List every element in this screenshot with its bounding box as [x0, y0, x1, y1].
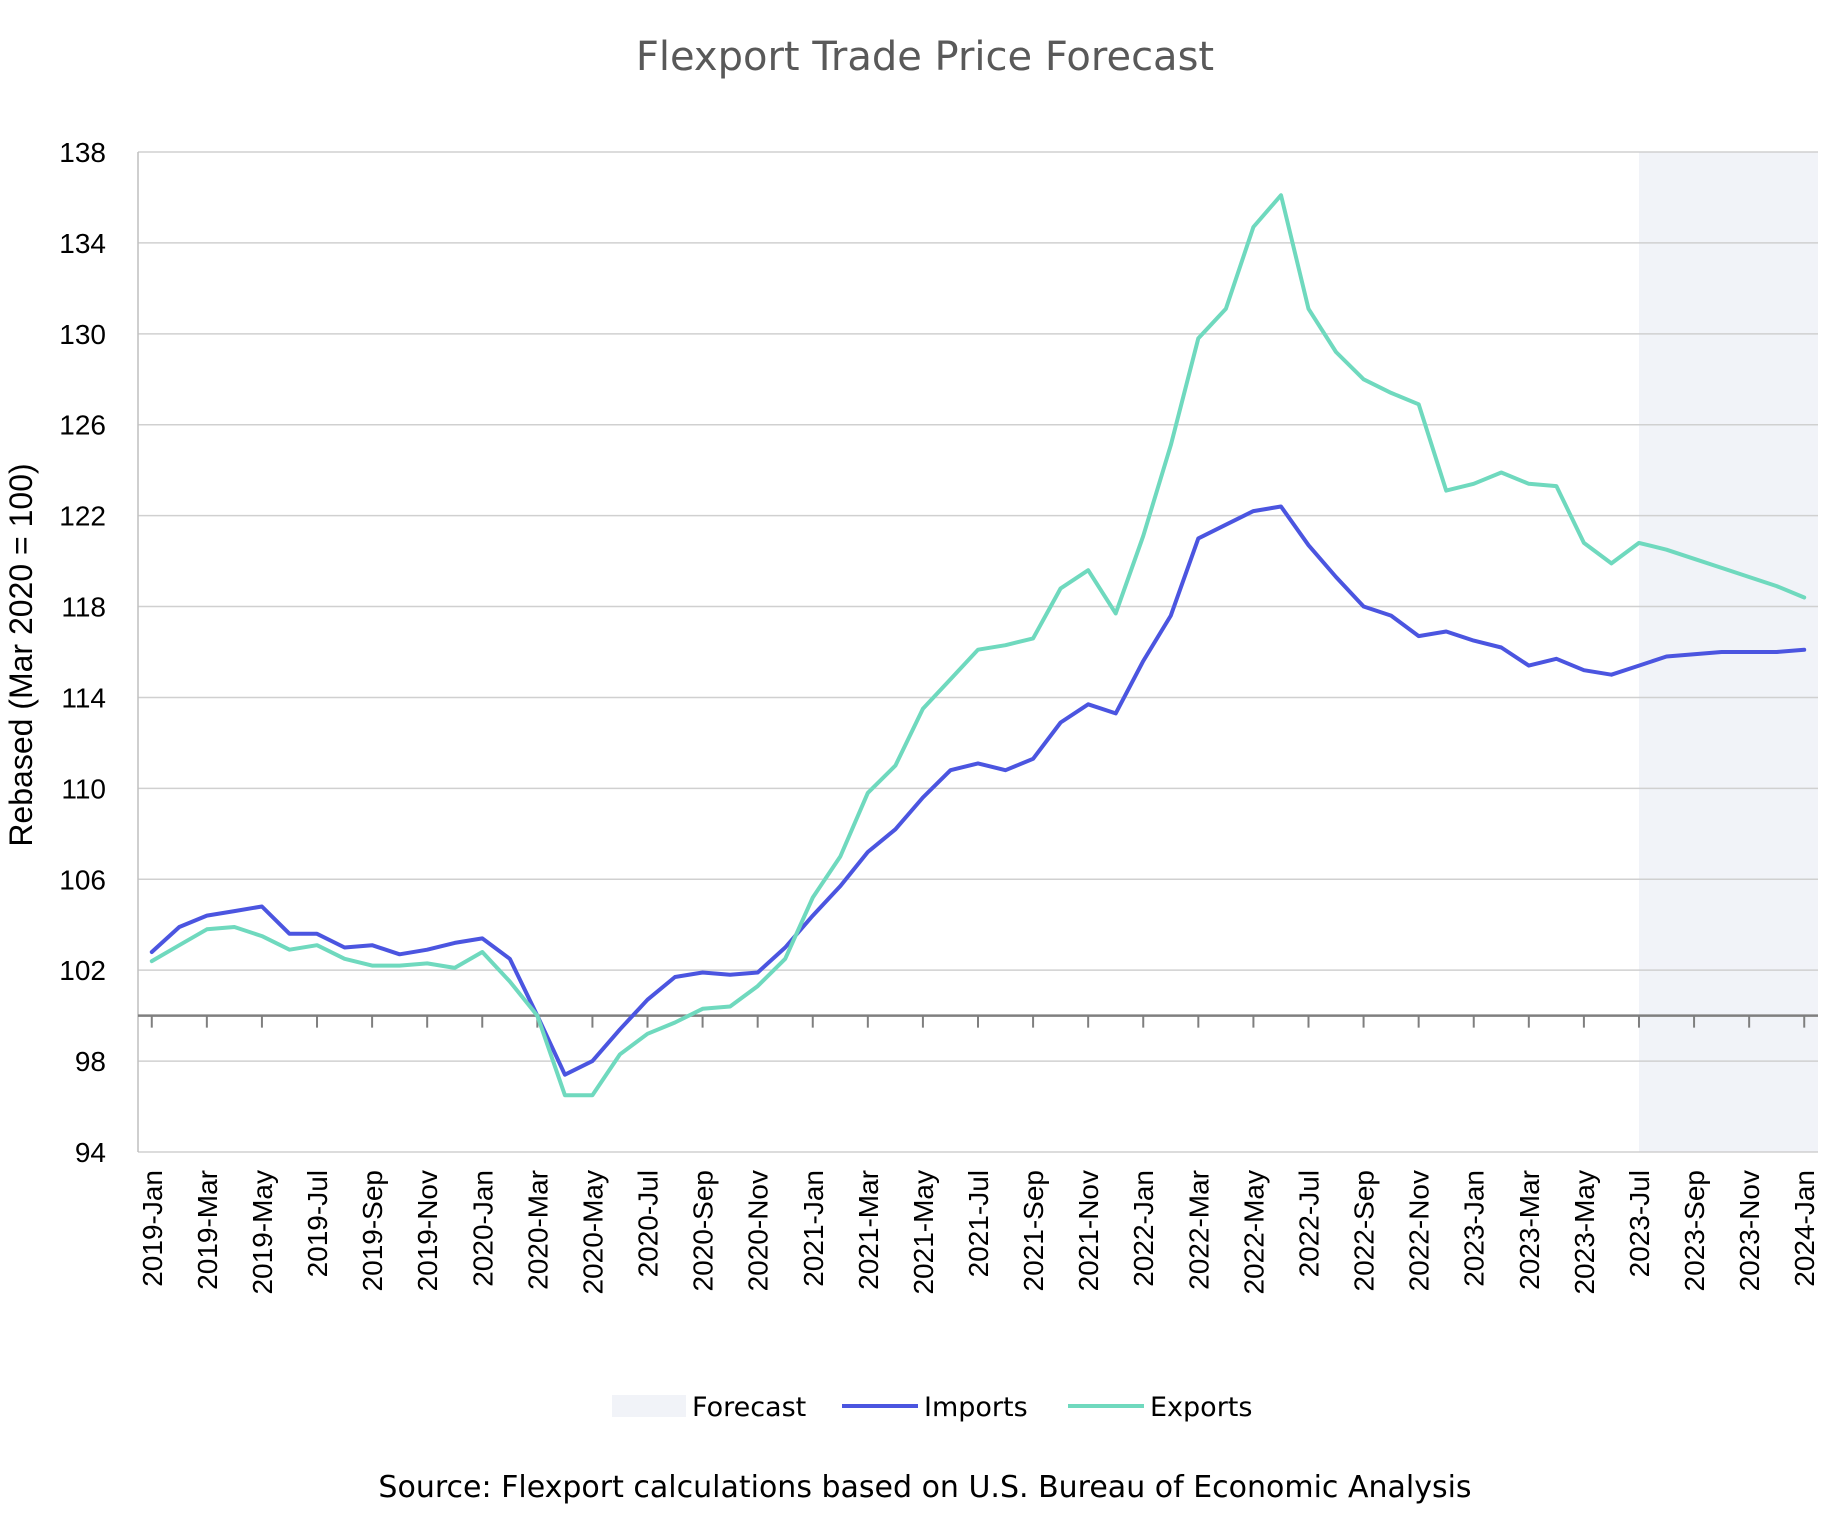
- x-tick-label: 2020-Mar: [522, 1170, 553, 1290]
- x-tick-label: 2023-Nov: [1734, 1170, 1765, 1291]
- chart-title: Flexport Trade Price Forecast: [636, 34, 1214, 80]
- series-imports-line: [149, 504, 1807, 1077]
- x-tick-label: 2021-Mar: [853, 1170, 884, 1290]
- x-tick-label: 2022-May: [1238, 1170, 1269, 1295]
- x-tick-label: 2022-Nov: [1404, 1170, 1435, 1291]
- x-tick-label: 2022-Sep: [1349, 1170, 1380, 1291]
- y-tick-label: 138: [59, 137, 106, 168]
- x-tick-label: 2023-May: [1569, 1170, 1600, 1295]
- x-tick-label: 2019-Jul: [302, 1170, 333, 1277]
- legend-forecast-swatch: [612, 1395, 686, 1417]
- y-tick-label: 134: [59, 228, 106, 259]
- x-tick-label: 2022-Jul: [1293, 1170, 1324, 1277]
- series-exports-line: [149, 193, 1807, 1098]
- legend-exports-label: Exports: [1150, 1392, 1252, 1423]
- legend: Forecast Imports Exports: [612, 1392, 1252, 1423]
- x-tick-label: 2021-May: [908, 1170, 939, 1295]
- y-tick-label: 106: [59, 864, 106, 895]
- source-note: Source: Flexport calculations based on U…: [378, 1470, 1471, 1505]
- y-tick-label: 114: [61, 682, 106, 713]
- x-tick-label: 2019-Jan: [137, 1170, 168, 1287]
- series-lines: [149, 193, 1807, 1098]
- x-tick-label: 2020-Sep: [688, 1170, 719, 1291]
- x-tick-label: 2019-May: [247, 1170, 278, 1295]
- y-tick-label: 122: [59, 501, 106, 532]
- x-tick-label: 2020-Nov: [743, 1170, 774, 1291]
- x-tick-label: 2024-Jan: [1789, 1170, 1820, 1287]
- x-tick-label: 2023-Jul: [1624, 1170, 1655, 1277]
- y-axis-tick-labels: 94 98 102 106 110 114 118 122 126 130 134 138: [59, 137, 106, 1168]
- x-axis-tick-marks: [150, 1015, 1806, 1028]
- x-tick-label: 2022-Mar: [1183, 1170, 1214, 1290]
- x-axis-tick-labels: 2019-Jan 2019-Mar 2019-May 2019-Jul 2019-Sep…: [137, 1170, 1820, 1295]
- x-tick-label: 2020-Jan: [467, 1170, 498, 1287]
- x-tick-label: 2023-Mar: [1514, 1170, 1545, 1290]
- x-tick-label: 2019-Mar: [192, 1170, 223, 1290]
- x-tick-label: 2023-Jan: [1459, 1170, 1490, 1287]
- x-tick-label: 2019-Nov: [412, 1170, 443, 1291]
- x-tick-label: 2020-Jul: [633, 1170, 664, 1277]
- x-tick-label: 2022-Jan: [1128, 1170, 1159, 1287]
- legend-forecast-label: Forecast: [692, 1392, 806, 1423]
- x-tick-label: 2020-May: [577, 1170, 608, 1295]
- y-tick-label: 110: [61, 773, 106, 804]
- x-tick-label: 2021-Sep: [1018, 1170, 1049, 1291]
- x-tick-label: 2023-Sep: [1679, 1170, 1710, 1291]
- x-tick-label: 2021-Jul: [963, 1170, 994, 1277]
- y-tick-label: 94: [75, 1137, 106, 1168]
- x-tick-label: 2021-Nov: [1073, 1170, 1104, 1291]
- y-tick-label: 126: [59, 410, 106, 441]
- y-axis-label: Rebased (Mar 2020 = 100): [3, 463, 39, 846]
- legend-imports-label: Imports: [924, 1392, 1028, 1423]
- gridlines: [138, 151, 1818, 1153]
- y-tick-label: 98: [75, 1046, 106, 1077]
- x-tick-label: 2019-Sep: [357, 1170, 388, 1291]
- y-tick-label: 102: [59, 955, 106, 986]
- y-tick-label: 118: [61, 592, 106, 623]
- x-tick-label: 2021-Jan: [798, 1170, 829, 1287]
- y-tick-label: 130: [59, 319, 106, 350]
